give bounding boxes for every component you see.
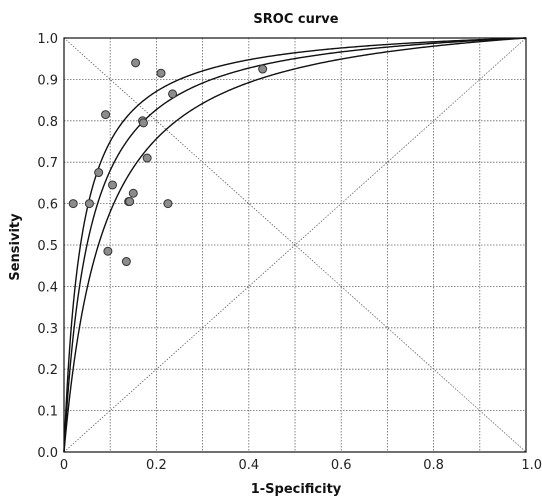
reference-anti-diagonal xyxy=(63,37,527,453)
data-point xyxy=(125,197,135,207)
data-point xyxy=(156,68,166,78)
sroc-curve-2 xyxy=(63,37,527,452)
x-tick-label: 0.2 xyxy=(146,458,167,473)
y-tick-label: 1.0 xyxy=(37,32,58,47)
y-tick-label: 0.1 xyxy=(37,405,58,420)
data-point xyxy=(121,257,131,267)
y-tick-label: 0.7 xyxy=(37,156,58,171)
data-point xyxy=(68,199,78,209)
sroc-curve-1 xyxy=(63,37,527,452)
y-tick-label: 0.6 xyxy=(37,198,58,213)
x-tick-label: 0.4 xyxy=(238,458,259,473)
y-tick-label: 0.4 xyxy=(37,280,58,295)
x-tick-label: 0.8 xyxy=(423,458,444,473)
data-point xyxy=(142,153,152,163)
y-tick-label: 0.0 xyxy=(37,446,58,461)
chart-title: SROC curve xyxy=(253,12,338,27)
sroc-curve-3 xyxy=(63,37,527,453)
x-axis-label: 1-Specificity xyxy=(251,482,342,497)
grid xyxy=(64,38,526,452)
data-point xyxy=(84,199,94,209)
x-tick-label: 0.6 xyxy=(331,458,352,473)
data-point xyxy=(163,199,173,209)
data-point xyxy=(168,89,178,99)
data-point xyxy=(128,188,138,198)
data-point xyxy=(94,168,104,178)
y-tick-label: 0.3 xyxy=(37,322,58,337)
axis-ticks: 0 0.2 0.4 0.6 0.8 1.0 0.0 0.1 0.2 0.3 0.4 0.5 0.6 0.7… xyxy=(37,32,542,473)
x-tick-label: 0 xyxy=(60,458,68,473)
x-tick-label: 1.0 xyxy=(521,458,542,473)
y-tick-label: 0.9 xyxy=(37,73,58,88)
plot-frame xyxy=(63,37,527,453)
data-point xyxy=(101,110,111,120)
sroc-curves xyxy=(63,37,527,453)
y-tick-label: 0.2 xyxy=(37,363,58,378)
data-point xyxy=(131,58,141,68)
y-tick-label: 0.5 xyxy=(37,239,58,254)
y-tick-label: 0.8 xyxy=(37,115,58,130)
reference-lines xyxy=(63,37,527,453)
data-point xyxy=(258,64,268,74)
y-axis-label: Sensivity xyxy=(8,213,23,281)
study-points xyxy=(68,58,268,267)
data-point xyxy=(138,118,148,128)
data-point xyxy=(108,180,118,190)
data-point xyxy=(103,246,113,256)
